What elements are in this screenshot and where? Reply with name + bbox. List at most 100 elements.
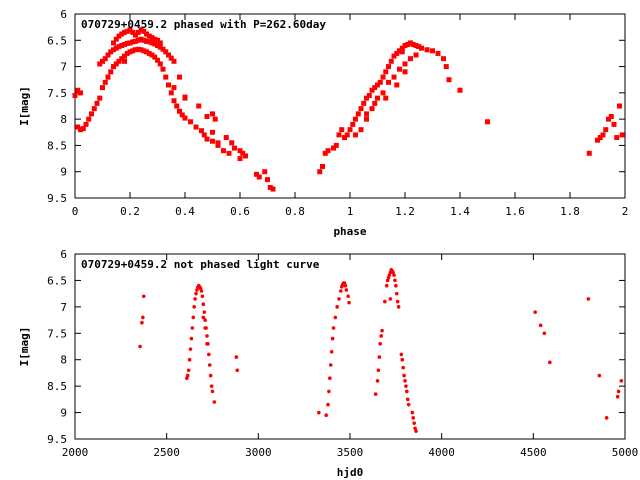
data-point [75,124,81,130]
data-point [404,384,408,388]
x-tick-label: 1.2 [395,205,415,218]
data-point [262,169,268,175]
data-points [72,27,625,192]
data-point [182,115,188,121]
data-point [174,103,180,109]
data-point [171,98,177,104]
data-point [353,116,358,122]
data-point [600,132,606,138]
data-point [350,121,356,127]
data-point [333,142,339,148]
data-point [80,126,86,132]
data-point [372,85,378,91]
data-point [166,82,171,88]
data-point [355,111,361,117]
data-point [364,116,369,122]
data-point [401,365,405,370]
data-point [144,49,149,55]
data-point [113,45,119,51]
data-point [192,305,196,309]
data-point [190,326,195,330]
data-point [199,128,204,134]
data-point [416,44,422,50]
data-point [86,116,92,122]
data-point [119,31,125,37]
data-point [209,384,214,388]
data-point [331,326,336,330]
data-point [113,36,119,42]
data-point [597,373,602,378]
data-point [410,410,415,415]
data-point [435,50,441,56]
data-point [379,334,383,338]
data-point [399,49,405,55]
data-point [168,90,174,96]
data-point [188,119,193,125]
data-point [405,397,410,402]
data-point [375,82,380,88]
data-point [408,56,413,62]
data-point [441,56,446,62]
data-point [212,400,217,404]
data-point [152,54,158,60]
y-tick-label: 6.5 [47,274,67,287]
data-point [200,294,205,299]
data-point [97,95,103,101]
data-point [133,47,138,53]
data-point [361,100,367,106]
data-point [179,112,185,118]
y-axis-title: I[mag] [18,86,31,126]
data-point [405,41,411,47]
data-point [138,27,144,33]
data-point [395,299,400,304]
data-point [375,95,380,101]
data-point [343,283,348,288]
data-point [339,289,343,293]
data-point [322,150,328,156]
data-point [485,119,490,125]
data-point [335,305,339,309]
data-point [377,79,383,85]
data-point [194,291,198,296]
data-point [193,297,197,301]
data-point [406,402,411,407]
data-point [446,77,452,83]
data-point [339,127,345,133]
x-tick-label: 5000 [612,446,639,459]
data-point [111,40,116,46]
data-point [204,136,210,142]
data-point [210,389,215,394]
data-point [144,38,149,44]
data-point [402,373,406,378]
data-point [111,64,116,70]
data-point [202,310,207,314]
data-point [615,394,620,399]
data-point [419,45,424,51]
data-point [155,37,160,43]
data-point [408,40,413,46]
data-point [380,90,386,96]
data-point [376,368,381,373]
x-tick-label: 0 [72,205,79,218]
x-tick-label: 0.2 [120,205,140,218]
data-point [122,53,127,59]
data-point [333,315,338,320]
data-point [210,129,215,135]
data-point [105,52,111,58]
data-point [210,111,215,117]
data-point [372,100,378,106]
x-tick-label: 1 [347,205,354,218]
data-point [394,50,400,56]
data-point [210,138,215,144]
y-tick-label: 8.5 [47,380,67,393]
data-point [380,328,384,333]
data-point [393,278,397,283]
data-point [100,58,105,64]
data-point [138,47,144,53]
data-point [617,103,622,109]
x-tick-label: 2000 [62,446,89,459]
data-point [215,142,221,148]
y-axis-title: I[mag] [18,327,31,367]
data-point [394,82,400,88]
